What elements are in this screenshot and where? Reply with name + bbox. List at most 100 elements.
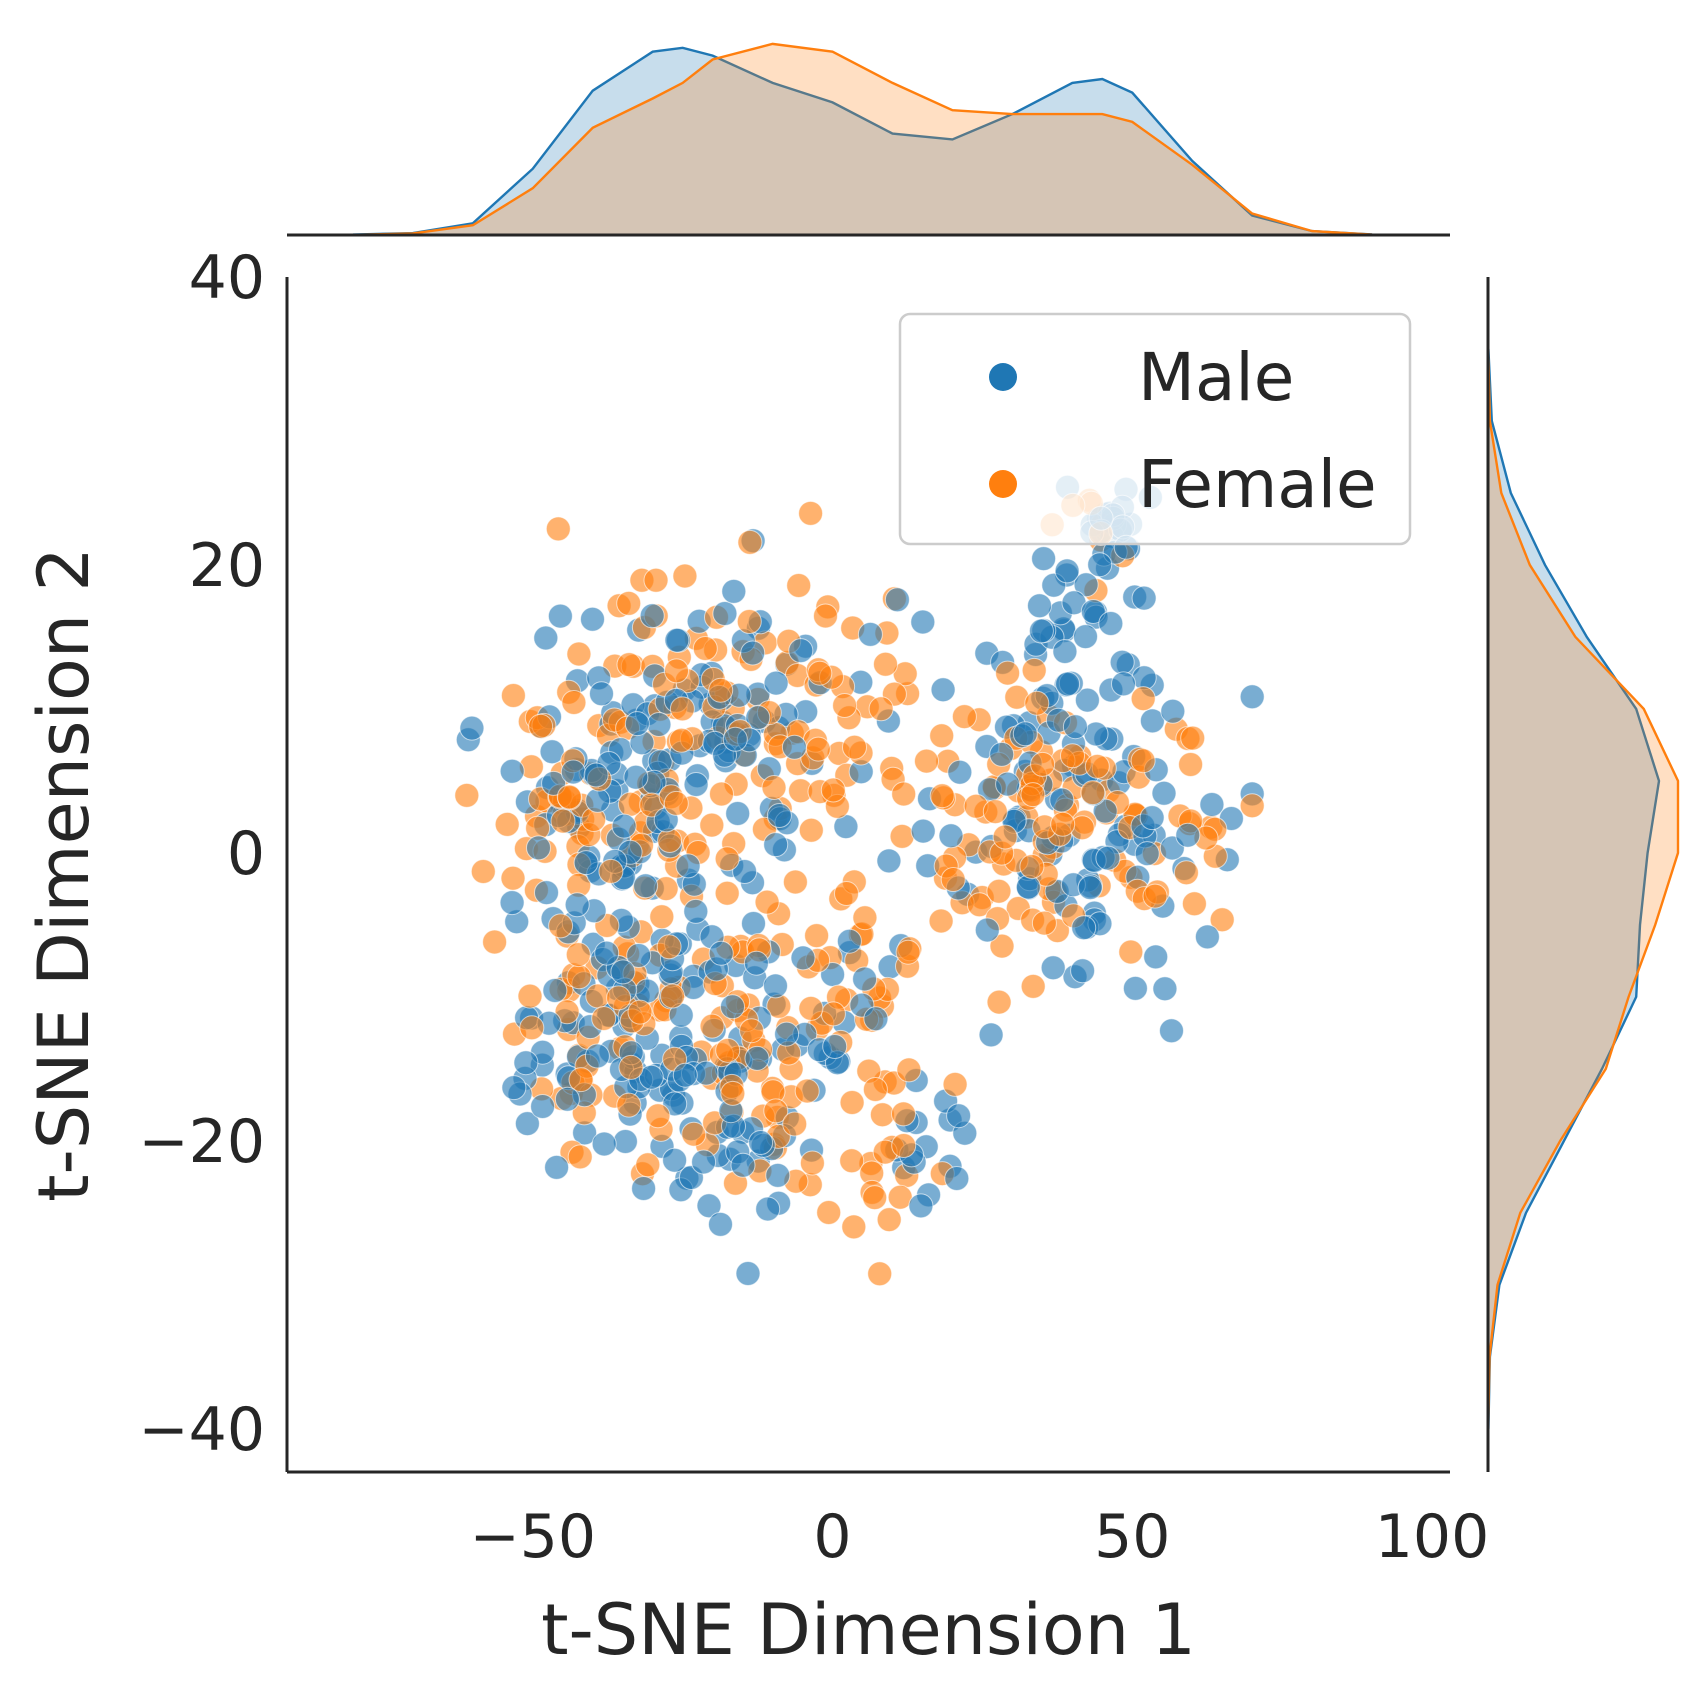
legend-label-male: Male [1138,339,1294,416]
point-female [966,892,992,918]
point-male [745,705,771,731]
point-male [741,911,766,936]
point-female [989,933,1015,959]
point-female [566,964,592,990]
point-male [863,1006,889,1032]
point-female [556,784,582,810]
point-male [1143,944,1169,970]
point-female [1180,725,1206,751]
point-male [1175,822,1201,848]
point-female [868,696,894,722]
point-female [663,790,689,816]
point-female [494,811,520,837]
x-axis-title: t-SNE Dimension 1 [541,1589,1196,1671]
point-male [634,978,660,1004]
point-male [1074,687,1100,713]
point-female [565,942,591,968]
point-female [1130,748,1156,774]
point-male [623,764,649,790]
point-female [782,869,808,895]
point-female [664,658,689,684]
point-female [832,693,858,718]
point-male [560,759,586,785]
point-female [598,858,624,884]
point-male [514,1111,540,1137]
point-female [1142,883,1168,909]
point-male [499,890,525,916]
point-female [794,1078,820,1104]
legend-label-female: Female [1138,446,1377,523]
y-tick-label: 20 [189,531,265,601]
point-female [500,865,526,891]
point-male [1098,611,1124,636]
point-male [910,818,936,844]
point-female [708,677,734,703]
point-female [805,736,831,762]
point-male [781,734,807,760]
point-male [544,1154,570,1180]
scatter-points [454,474,1265,1287]
point-male [974,917,1000,943]
point-male [1134,841,1160,867]
point-female [1031,910,1057,936]
x-tick-label: 50 [1094,1502,1170,1572]
point-male [1031,546,1057,572]
point-female [736,609,762,634]
point-male [1012,721,1038,747]
right-kde-line-male [1487,348,1661,1429]
point-female [798,500,824,526]
point-male [708,940,734,966]
point-male [930,677,956,703]
point-male [1087,552,1113,578]
point-female [928,908,954,934]
point-male [638,1064,664,1090]
top-marginal-kde [287,42,1450,237]
point-male [790,945,816,971]
point-female [554,999,580,1025]
point-male [611,813,637,839]
point-female [1209,907,1235,933]
point-female [1239,793,1265,819]
point-male [583,762,609,788]
point-male [947,759,973,785]
point-male [740,640,766,666]
point-female [798,995,824,1021]
point-female [807,660,833,686]
point-male [513,1050,539,1076]
legend-marker-male [989,363,1017,391]
point-female [566,641,592,667]
point-male [725,801,751,826]
point-male [744,1045,770,1071]
point-male [836,928,862,954]
point-male [662,1147,688,1173]
point-female [1118,939,1144,965]
point-male [1239,684,1265,710]
point-female [681,1121,707,1147]
point-female [1024,690,1050,716]
point-female [820,777,846,803]
point-male [573,850,599,876]
point-male [683,898,709,924]
point-male [1052,639,1078,664]
point-female [804,923,830,949]
point-female [618,1054,644,1080]
point-male [876,848,902,874]
point-male [1015,874,1041,900]
point-male [530,1094,556,1119]
point-male [1073,572,1099,598]
point-male [610,959,636,985]
point-female [754,889,780,915]
point-female [616,1092,642,1118]
point-female [995,660,1021,686]
point-female [940,867,966,892]
point-male [1049,787,1075,813]
point-female [616,652,642,678]
point-female [889,823,915,849]
point-male [547,603,573,629]
point-male [1062,714,1088,740]
point-male [730,1152,756,1178]
point-female [669,696,695,722]
point-female [799,1150,825,1176]
point-male [763,973,788,999]
point-female [635,1152,661,1178]
